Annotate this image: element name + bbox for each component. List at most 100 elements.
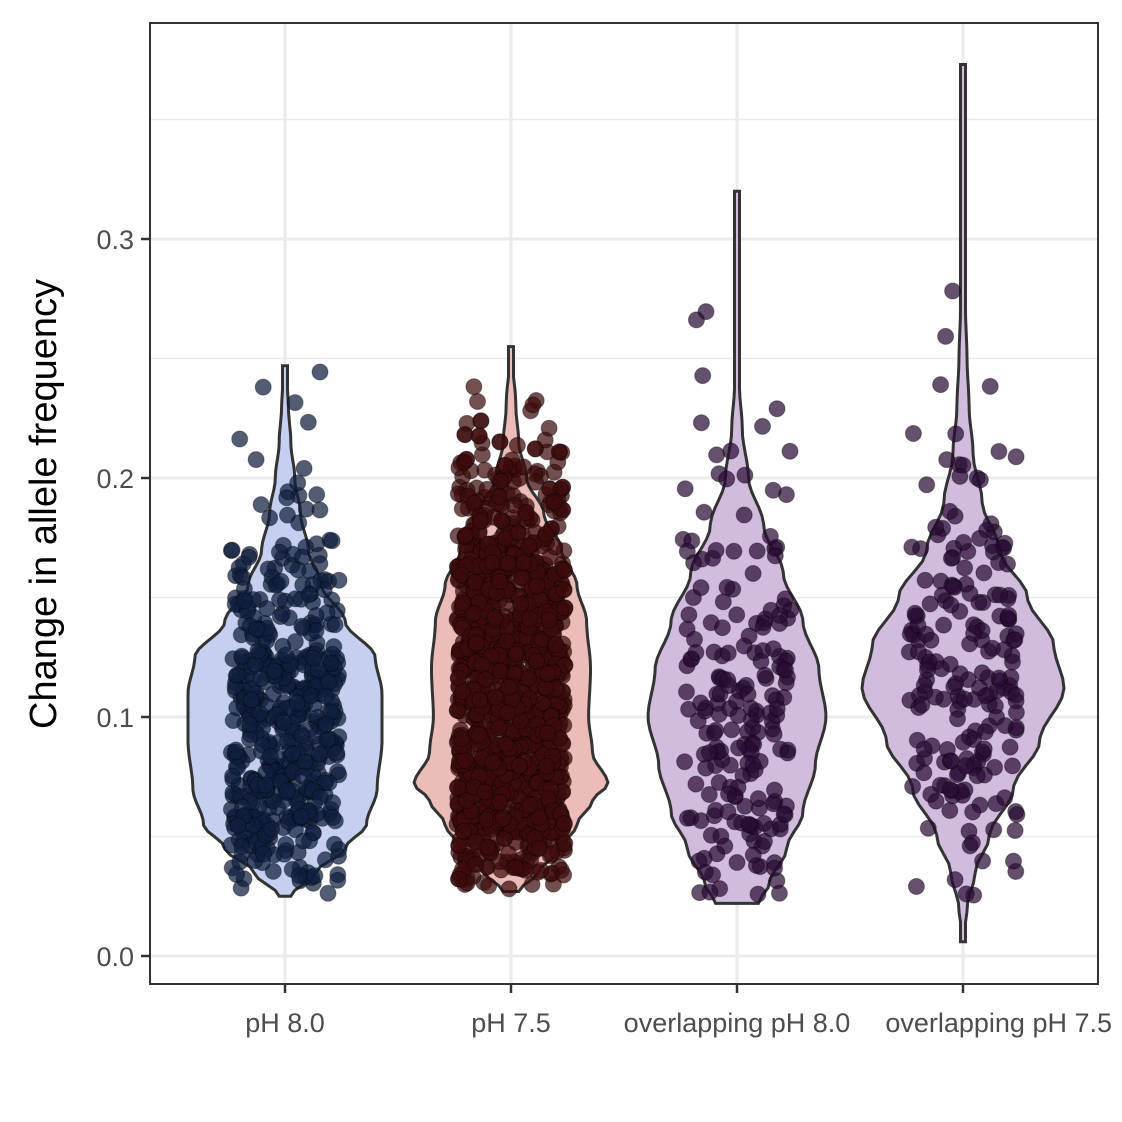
data-point — [735, 506, 753, 524]
data-point — [913, 696, 931, 714]
data-point — [729, 707, 747, 724]
data-point — [286, 394, 304, 412]
data-point — [768, 700, 786, 718]
data-point — [718, 578, 736, 596]
data-point — [707, 541, 725, 559]
data-point — [912, 540, 930, 558]
data-point — [290, 867, 308, 884]
data-point — [536, 679, 554, 697]
data-point — [308, 535, 326, 553]
data-point — [450, 837, 468, 854]
data-point — [736, 466, 754, 484]
data-point — [749, 790, 767, 808]
data-point — [228, 666, 246, 684]
data-point — [915, 740, 933, 758]
y-tick-label-0: 0.0 — [96, 942, 134, 972]
data-point — [500, 880, 518, 898]
data-point — [258, 600, 276, 618]
data-point — [532, 861, 550, 879]
data-point — [324, 809, 342, 826]
data-point — [283, 745, 301, 763]
data-point — [1006, 822, 1024, 839]
data-point — [254, 378, 272, 396]
data-point — [554, 478, 572, 496]
data-point — [224, 767, 242, 785]
data-point — [921, 595, 939, 613]
data-point — [235, 592, 253, 610]
data-point — [716, 837, 734, 855]
data-point — [223, 541, 241, 559]
data-point — [277, 646, 295, 664]
data-point — [904, 425, 922, 442]
data-point — [976, 723, 994, 741]
data-point — [471, 691, 489, 709]
data-point — [492, 472, 510, 490]
axes: 0.0 0.1 0.2 0.3 pH 8.0 pH 7.5 overlapping pH 8… — [96, 225, 1112, 1038]
data-point — [263, 820, 280, 838]
data-point — [539, 665, 557, 683]
data-point — [551, 443, 568, 461]
data-point — [288, 694, 306, 712]
data-point — [515, 554, 533, 572]
data-point — [537, 525, 555, 543]
x-tick-label-0: pH 8.0 — [245, 1008, 325, 1038]
data-point — [473, 656, 491, 674]
data-point — [292, 808, 310, 826]
data-point — [317, 716, 335, 733]
points-group-3 — [900, 282, 1026, 904]
data-point — [308, 486, 326, 504]
data-point — [306, 867, 324, 885]
data-point — [465, 378, 483, 396]
data-point — [545, 463, 563, 481]
data-point — [1000, 606, 1018, 624]
data-point — [951, 467, 969, 485]
data-point — [1007, 686, 1025, 704]
data-point — [907, 878, 925, 895]
data-point — [944, 577, 962, 595]
data-point — [471, 512, 489, 530]
data-point — [708, 446, 726, 464]
jitter-points — [222, 282, 1026, 904]
data-point — [941, 502, 959, 520]
data-point — [991, 586, 1009, 604]
data-point — [755, 833, 773, 850]
data-point — [494, 810, 512, 827]
data-point — [547, 636, 565, 654]
data-point — [252, 670, 270, 688]
data-point — [730, 739, 747, 757]
data-point — [228, 866, 245, 883]
data-point — [497, 735, 515, 753]
data-point — [904, 778, 922, 795]
data-point — [305, 649, 322, 667]
data-point — [555, 815, 573, 833]
data-point — [448, 701, 466, 719]
y-tick-label-1: 0.1 — [96, 703, 134, 733]
data-point — [456, 426, 474, 444]
data-point — [678, 542, 696, 560]
data-point — [945, 678, 963, 696]
data-point — [766, 781, 783, 799]
data-point — [517, 503, 535, 521]
data-point — [555, 866, 573, 884]
x-tick-label-2: overlapping pH 8.0 — [624, 1008, 851, 1038]
data-point — [999, 555, 1016, 573]
data-point — [692, 414, 710, 432]
data-point — [777, 661, 794, 679]
data-point — [233, 837, 251, 855]
data-point — [764, 481, 782, 499]
data-point — [766, 547, 784, 565]
data-point — [316, 851, 334, 869]
data-point — [996, 717, 1014, 735]
data-point — [713, 619, 731, 637]
data-point — [477, 670, 495, 688]
data-point — [714, 593, 732, 611]
data-point — [949, 710, 966, 728]
data-point — [927, 518, 945, 536]
data-point — [996, 789, 1014, 807]
data-point — [735, 637, 753, 655]
data-point — [687, 775, 705, 793]
data-point — [1005, 852, 1022, 870]
data-point — [975, 740, 993, 758]
data-point — [469, 393, 486, 410]
data-point — [935, 616, 953, 634]
